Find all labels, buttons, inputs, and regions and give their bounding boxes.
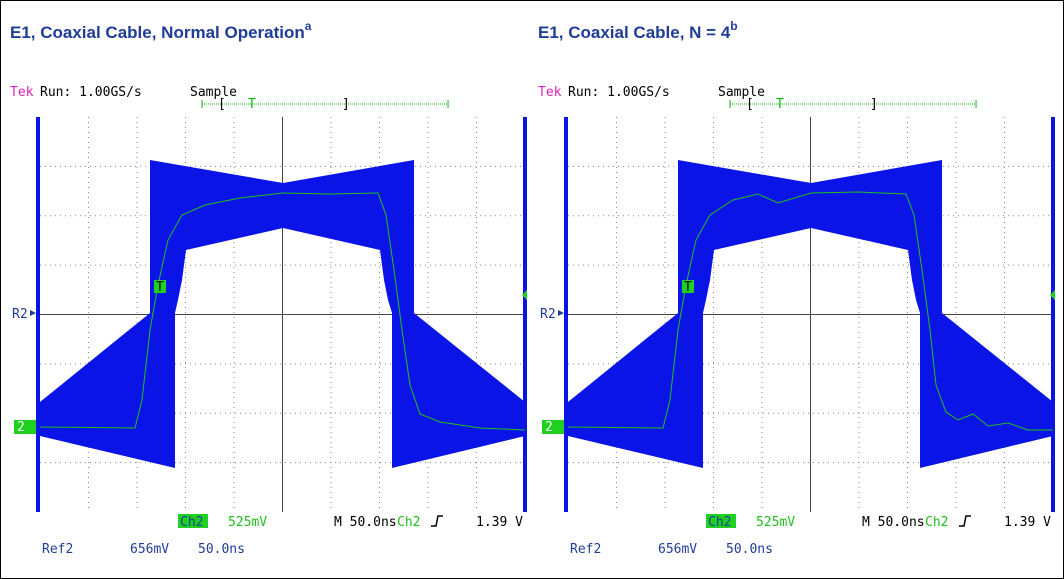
bracket-open: [: [746, 97, 754, 112]
trigger-level: 1.39 V: [476, 515, 523, 530]
panel-title: E1, Coaxial Cable, Normal Operationa: [10, 19, 312, 42]
trigger-level: 1.39 V: [1004, 515, 1051, 530]
ref-time: 50.0ns: [198, 542, 245, 557]
bracket-close: ]: [342, 97, 350, 112]
trigger-position: T: [776, 97, 784, 112]
mode: Sample: [190, 85, 237, 100]
channel-marker: 2: [17, 420, 25, 435]
trigger-source: Ch2: [925, 515, 948, 530]
title-superscript: a: [305, 19, 312, 33]
bracket-open: [: [218, 97, 226, 112]
timebase: M 50.0ns: [862, 515, 925, 530]
title-superscript: b: [730, 19, 737, 33]
ref-time: 50.0ns: [726, 542, 773, 557]
mode: Sample: [718, 85, 765, 100]
waveform-marker: T: [684, 280, 692, 295]
screen-edge: [36, 117, 40, 512]
volts-per-div: 525mV: [756, 515, 795, 530]
ref-volts: 656mV: [658, 542, 697, 557]
ref-marker: R2: [540, 307, 556, 322]
trigger-source: Ch2: [397, 515, 420, 530]
figure: E1, Coaxial Cable, Normal Operationa Tek R…: [0, 0, 1064, 579]
ref-volts: 656mV: [130, 542, 169, 557]
panel-title: E1, Coaxial Cable, N = 4b: [538, 19, 738, 42]
brand: Tek: [10, 85, 34, 100]
screen-edge: [523, 117, 527, 512]
screen-edge: [564, 117, 568, 512]
status: Run: 1.00GS/s: [40, 85, 142, 100]
screen-edge: [1051, 117, 1055, 512]
timebase: M 50.0ns: [334, 515, 397, 530]
channel: Ch2: [180, 515, 203, 530]
title-text: E1, Coaxial Cable, Normal Operation: [10, 23, 305, 42]
ref: Ref2: [42, 542, 73, 557]
bracket-close: ]: [870, 97, 878, 112]
brand: Tek: [538, 85, 562, 100]
ref: Ref2: [570, 542, 601, 557]
waveform-marker: T: [156, 280, 164, 295]
title-text: E1, Coaxial Cable, N = 4: [538, 23, 731, 42]
status: Run: 1.00GS/s: [568, 85, 670, 100]
volts-per-div: 525mV: [228, 515, 267, 530]
channel: Ch2: [708, 515, 731, 530]
channel-marker: 2: [545, 420, 553, 435]
trigger-position: T: [248, 97, 256, 112]
ref-marker: R2: [12, 307, 28, 322]
